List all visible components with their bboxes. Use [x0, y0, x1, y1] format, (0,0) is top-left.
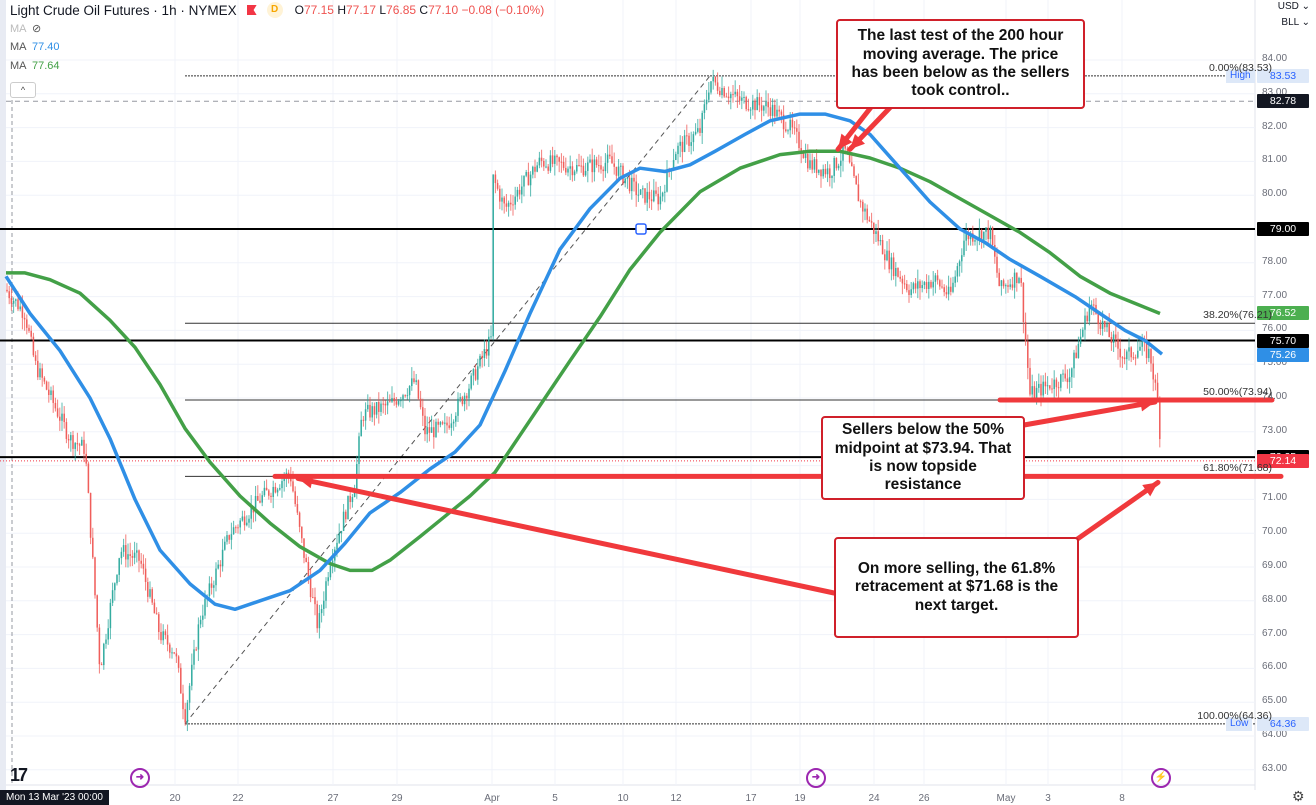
annotation-callout[interactable]: The last test of the 200 hour moving ave… [836, 19, 1085, 109]
time-tick: 20 [169, 793, 181, 804]
fib-level-label: 38.20%(76.21) [1203, 309, 1272, 322]
session-badge[interactable]: D [266, 2, 283, 18]
time-tick: 27 [327, 793, 339, 804]
symbol-header[interactable]: Light Crude Oil Futures · 1h · NYMEX D O… [10, 2, 544, 18]
fib-level-label: 100.00%(64.36) [1197, 709, 1272, 722]
price-tick: 77.00 [1262, 289, 1288, 301]
price-tick: 67.00 [1262, 627, 1288, 639]
eye-crossed-icon[interactable]: ⊘ [32, 23, 42, 35]
ohlc-values: O77.15 H77.17 L76.85 C77.10 −0.08 (−0.10… [294, 3, 545, 17]
price-tag: 76.52 [1257, 305, 1309, 320]
price-tick: 76.00 [1262, 323, 1288, 335]
price-tick: 84.00 [1262, 53, 1288, 64]
time-tick: 26 [918, 793, 930, 804]
price-tick: 78.00 [1262, 255, 1288, 267]
time-tick: 12 [670, 793, 682, 804]
fib-level-label: 50.00%(73.94) [1203, 386, 1272, 399]
price-tick: 68.00 [1262, 593, 1288, 605]
time-tick: 22 [232, 793, 244, 804]
price-tag: 83.53 [1257, 68, 1309, 83]
gear-icon[interactable]: ⚙ [1292, 788, 1305, 804]
time-tick: 5 [552, 793, 558, 804]
price-tick: 69.00 [1262, 560, 1288, 571]
indicator-ma-green[interactable]: MA 77.64 [10, 60, 60, 72]
annotation-callout[interactable]: On more selling, the 61.8% retracement a… [834, 537, 1079, 638]
crosshair-date-label: Mon 13 Mar '23 00:00 [0, 790, 109, 805]
time-tick: 24 [868, 793, 880, 804]
symbol-title: Light Crude Oil Futures · 1h · NYMEX [10, 2, 237, 18]
low-label: Low [1226, 716, 1253, 731]
currency-select[interactable]: USD ⌄ [1277, 1, 1310, 12]
price-tick: 81.00 [1262, 154, 1288, 166]
price-tick: 70.00 [1262, 526, 1288, 538]
unit-select[interactable]: BLL ⌄ [1281, 17, 1310, 28]
price-tick: 73.00 [1262, 424, 1288, 436]
time-tick: 8 [1119, 793, 1125, 804]
flag-icon[interactable] [246, 5, 257, 15]
tradingview-logo[interactable]: 17 [10, 765, 28, 785]
time-tick: 3 [1045, 793, 1051, 804]
price-tick: 65.00 [1262, 695, 1288, 707]
time-tick: 29 [391, 793, 403, 804]
price-tag: 64.36 [1257, 716, 1309, 731]
time-tick: 10 [617, 793, 629, 804]
price-tick: 82.00 [1262, 120, 1288, 132]
indicator-ma-blue[interactable]: MA 77.40 [10, 41, 60, 53]
high-label: High [1226, 68, 1255, 83]
time-tick: May [996, 793, 1016, 804]
time-tick: 17 [745, 793, 757, 804]
indicator-ma-hidden[interactable]: MA ⊘ [10, 22, 42, 36]
price-tag: 75.70 [1257, 333, 1309, 348]
fib-level-label: 61.80%(71.68) [1203, 462, 1272, 475]
price-tick: 66.00 [1262, 661, 1288, 673]
fib-level-label: 0.00%(83.53) [1208, 61, 1272, 74]
price-tag: 75.26 [1257, 348, 1309, 363]
arrow-right-circle-icon[interactable]: ➜ [130, 768, 150, 788]
price-tick: 63.00 [1262, 762, 1288, 774]
price-tick: 80.00 [1262, 188, 1288, 200]
annotation-callout[interactable]: Sellers below the 50% midpoint at $73.94… [821, 416, 1025, 500]
price-tag: 79.00 [1257, 222, 1309, 236]
price-tag: 72.14 [1257, 453, 1309, 468]
price-tick: 74.00 [1262, 391, 1288, 402]
collapse-legend-button[interactable]: ^ [10, 82, 36, 98]
time-tick: 19 [794, 793, 806, 804]
lightning-circle-icon[interactable]: ⚡ [1151, 768, 1171, 788]
price-tick: 64.00 [1262, 729, 1288, 740]
time-tick: Apr [484, 793, 500, 804]
price-tick: 75.00 [1262, 357, 1288, 369]
price-tag: 82.78 [1257, 94, 1309, 109]
price-tick: 71.00 [1262, 492, 1288, 504]
price-tick: 83.00 [1262, 86, 1288, 98]
arrow-right-circle-icon[interactable]: ➜ [806, 768, 826, 788]
